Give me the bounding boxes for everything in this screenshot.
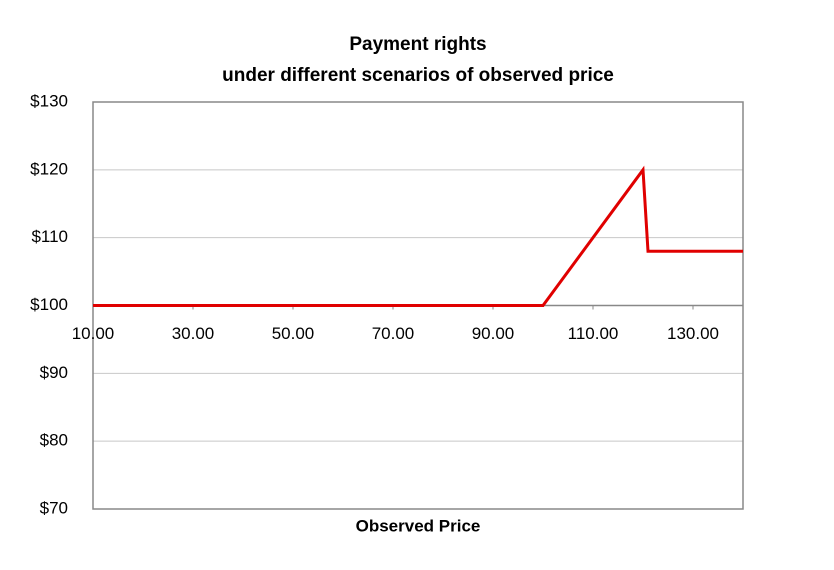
- y-tick-label: $80: [40, 431, 68, 450]
- x-tick-label: 90.00: [472, 324, 515, 343]
- y-tick-label: $120: [30, 159, 68, 178]
- chart-subtitle: under different scenarios of observed pr…: [222, 65, 614, 86]
- x-tick-label: 130.00: [667, 324, 719, 343]
- x-tick-label: 10.00: [72, 324, 115, 343]
- chart-title: Payment rights: [349, 34, 486, 55]
- data-line: [93, 165, 743, 307]
- y-tick-label: $100: [30, 295, 68, 314]
- y-tick-label: $90: [40, 363, 68, 382]
- x-tick-label: 110.00: [568, 324, 619, 343]
- x-tick-label: 50.00: [272, 324, 315, 343]
- y-tick-label: $70: [40, 498, 68, 517]
- y-tick-label: $130: [30, 91, 68, 110]
- x-tick-label: 30.00: [172, 324, 215, 343]
- y-tick-label: $110: [31, 227, 68, 246]
- x-tick-label: 70.00: [372, 324, 415, 343]
- x-axis-label: Observed Price: [356, 516, 481, 535]
